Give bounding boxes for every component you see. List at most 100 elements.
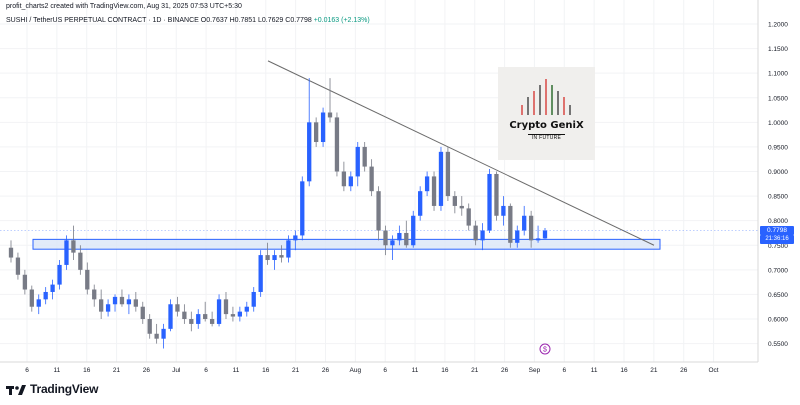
candle — [237, 306, 243, 322]
candle — [85, 262, 90, 295]
candle-body — [272, 255, 277, 261]
candle-body — [209, 319, 215, 324]
candle-body — [112, 296, 118, 305]
chart-grid — [0, 0, 758, 362]
candle-body — [376, 191, 381, 231]
event-marker-icon[interactable]: $ — [539, 343, 551, 355]
candle-body — [8, 247, 14, 258]
price-tick-label: 1.1500 — [768, 46, 788, 53]
candle-body — [279, 255, 284, 258]
candle — [508, 203, 513, 248]
candle — [57, 260, 62, 290]
candle — [522, 205, 527, 236]
candle — [196, 309, 201, 329]
time-tick-label: Aug — [350, 367, 362, 374]
tradingview-logo-icon — [6, 383, 26, 395]
candle-body — [348, 176, 353, 187]
time-tick-label: Sep — [529, 367, 541, 374]
candle — [376, 186, 381, 241]
candle-body — [182, 311, 187, 320]
tradingview-brand[interactable]: TradingView — [6, 382, 98, 396]
candle — [473, 220, 478, 246]
candle — [411, 210, 416, 248]
time-tick-label: 6 — [562, 367, 566, 374]
candle-body — [334, 117, 340, 172]
time-tick-label: 21 — [471, 367, 479, 374]
candle — [494, 171, 499, 221]
trendline[interactable] — [267, 60, 655, 246]
candle — [161, 323, 166, 349]
price-axis[interactable]: 1.2000 1.1500 1.1000 1.0500 1.0000 0.9500 0.90… — [768, 22, 788, 349]
candle — [279, 245, 284, 263]
time-axis[interactable]: 6 11 16 21 26 Jul 6 11 16 21 26 Aug 6 11 16 21 26 Sep 6 11 1… — [25, 367, 719, 374]
price-tick-label: 0.9000 — [768, 169, 788, 176]
time-tick-label: 16 — [262, 367, 270, 374]
candle — [528, 210, 534, 248]
candle-body — [300, 181, 305, 236]
candle-body — [494, 173, 499, 216]
candle — [92, 284, 97, 307]
candle — [272, 250, 277, 270]
symbol-title[interactable]: SUSHI / TetherUS PERPETUAL CONTRACT · 1D… — [6, 17, 199, 24]
candle — [140, 301, 145, 324]
time-tick-label: 21 — [292, 367, 300, 374]
candle — [168, 299, 173, 332]
support-zone[interactable] — [32, 238, 661, 250]
candle-body — [307, 122, 312, 182]
candle-body — [99, 299, 104, 312]
time-tick-label: 6 — [25, 367, 29, 374]
candle — [203, 301, 208, 322]
price-tick-label: 0.5500 — [768, 341, 788, 348]
candle — [535, 225, 541, 243]
time-tick-label: 6 — [383, 367, 387, 374]
time-tick-label: 11 — [591, 367, 598, 374]
ohlc-high: H0.7851 — [229, 17, 257, 24]
candle — [105, 299, 111, 317]
time-tick-label: 16 — [83, 367, 91, 374]
candle — [22, 269, 28, 295]
candle — [15, 252, 21, 280]
candle-body — [237, 311, 243, 317]
bar-countdown-label: 21:36:16 — [760, 235, 794, 244]
candle-body — [369, 166, 374, 192]
candle — [223, 291, 229, 320]
price-tick-label: 0.6500 — [768, 292, 788, 299]
candle-body — [216, 299, 222, 324]
candle-body — [251, 291, 256, 307]
svg-text:$: $ — [543, 347, 547, 354]
candle-body — [508, 205, 513, 243]
candle — [64, 235, 69, 270]
logo-brand-text: Crypto GeniX — [509, 120, 584, 131]
candle-body — [515, 230, 520, 243]
candle — [126, 294, 132, 315]
candle-body — [43, 291, 48, 300]
candle — [293, 230, 298, 251]
candle-body — [126, 299, 132, 305]
candle — [390, 235, 395, 261]
candle — [452, 191, 457, 214]
time-tick-label: 26 — [322, 367, 330, 374]
candle-body — [203, 314, 208, 320]
candle — [300, 176, 305, 241]
candle-body — [445, 151, 451, 197]
candle-body — [140, 306, 145, 320]
candle — [466, 203, 471, 231]
candle-body — [522, 215, 527, 231]
candle-body — [313, 122, 319, 143]
price-tick-label: 0.6000 — [768, 317, 788, 324]
candle-body — [293, 235, 298, 241]
crypto-genix-logo: Crypto GeniX IN FUTURE — [498, 67, 595, 160]
candle-body — [22, 274, 28, 290]
time-tick-label: 11 — [53, 367, 60, 374]
candle-body — [362, 146, 367, 167]
candle-body — [411, 215, 416, 246]
time-tick-label: 21 — [113, 367, 121, 374]
ohlc-low: L0.7629 — [258, 17, 284, 24]
candle — [515, 225, 520, 248]
candle-body — [119, 296, 125, 305]
time-tick-label: Jul — [172, 367, 181, 374]
candle — [487, 169, 492, 233]
candle — [542, 228, 548, 239]
candle — [71, 225, 76, 261]
